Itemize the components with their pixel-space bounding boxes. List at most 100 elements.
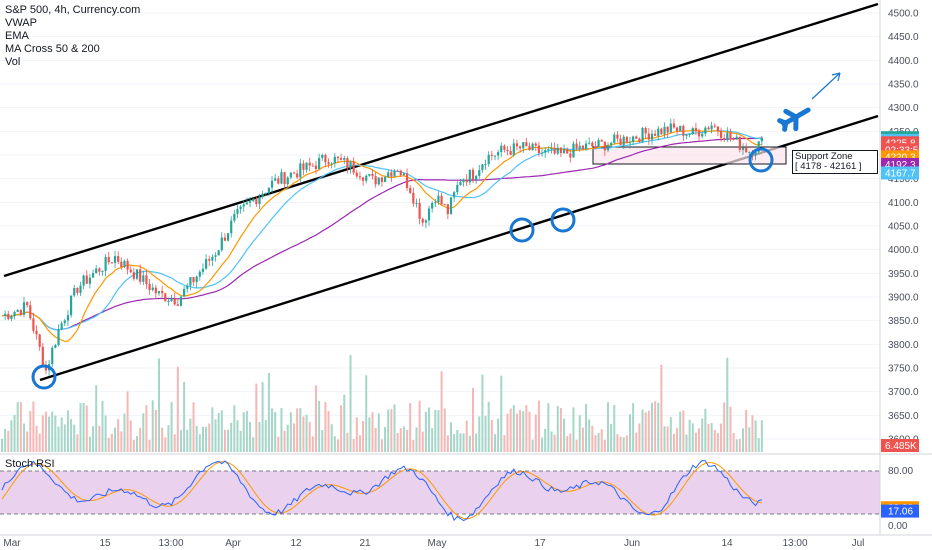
volume-bar (220, 410, 223, 452)
touch-circles[interactable] (31, 147, 774, 390)
volume-bar (478, 416, 481, 452)
price-tick-label: 3950.0 (888, 269, 919, 280)
volume-bar (167, 425, 170, 452)
candle-body (471, 169, 475, 180)
channel-upper-line (3, 2, 879, 278)
candle-body (716, 126, 720, 132)
candle-body (148, 284, 151, 291)
volume-bar (628, 414, 631, 452)
price-tick-label: 3850.0 (888, 316, 919, 327)
volume-bar (553, 434, 556, 452)
volume-bar (726, 357, 729, 452)
time-tick-label: 13:00 (158, 538, 183, 549)
candle-body (745, 147, 748, 153)
candle-body (63, 320, 66, 324)
volume-bar (610, 423, 613, 452)
candle-body (352, 161, 355, 173)
support-zone-annotation[interactable]: Support Zone [ 4178 - 42161 ] (792, 150, 878, 174)
candle-body (760, 137, 763, 142)
volume-bar (647, 410, 650, 452)
candle-body (632, 136, 635, 142)
volume-bar (164, 437, 167, 452)
candle-body (431, 202, 434, 209)
candle-body (594, 146, 597, 148)
volume-bar (531, 439, 534, 452)
volume-bar (745, 409, 748, 452)
volume-bar (729, 406, 732, 452)
candle-body (277, 178, 280, 184)
candle-body (135, 269, 139, 279)
volume-bar (720, 423, 723, 452)
candle-body (233, 213, 236, 221)
volume-bar (484, 415, 487, 452)
candle-body (437, 195, 440, 203)
volume-bar (358, 435, 361, 452)
candle-body (120, 261, 123, 268)
volume-bar (245, 410, 248, 452)
candle-body (701, 133, 704, 137)
candle-body (757, 141, 760, 152)
candle-body (113, 256, 117, 263)
volume-bar (1, 438, 3, 452)
candle-body (572, 143, 575, 158)
volume-bar (710, 423, 713, 452)
volume-bar (85, 405, 88, 452)
candle-body (123, 260, 126, 268)
candle-body (333, 156, 336, 164)
volume-bar (563, 418, 566, 452)
volume-bar (644, 412, 647, 452)
volume-bar (434, 409, 437, 452)
volume-bar (283, 430, 286, 452)
volume-bar (101, 400, 104, 452)
candle-body (688, 134, 691, 136)
volume-bar (114, 427, 117, 452)
volume-bar (443, 408, 446, 452)
volume-bar (660, 364, 663, 452)
candle-body (242, 204, 245, 207)
candle-body (723, 138, 726, 140)
volume-bar (676, 428, 679, 452)
volume-bar (233, 405, 236, 452)
candle-body (142, 275, 145, 282)
price-tick-label: 4350.0 (888, 80, 919, 91)
volume-bar (566, 436, 569, 452)
candle-body (60, 323, 63, 330)
time-axis[interactable]: Mar 15 13:00 Apr 12 21 May 17 Jun 14 13:00 Jul (0, 534, 932, 549)
volume-bar (198, 434, 201, 452)
volume-tag-label: 6.485K (885, 441, 917, 452)
candle-body (650, 133, 654, 140)
volume-bar (384, 426, 387, 452)
candle-body (562, 149, 566, 154)
candle-body (189, 277, 192, 286)
candle-body (647, 133, 650, 140)
candle-body (424, 220, 427, 223)
candle-body (427, 208, 431, 221)
candle-body (679, 125, 682, 132)
volume-bar (302, 416, 305, 452)
volume-bar (541, 437, 544, 452)
price-tick-label: 4500.0 (888, 9, 919, 20)
time-tick-label: 13:00 (782, 538, 807, 549)
volume-bar (349, 355, 352, 452)
volume-bar (7, 430, 10, 452)
candle-body (248, 201, 252, 203)
candle-body (104, 256, 107, 271)
volume-bar (591, 425, 594, 452)
candle-body (314, 165, 318, 170)
volume-bar (396, 432, 399, 452)
volume-bar (735, 439, 738, 452)
volume-bar (236, 420, 239, 452)
time-tick-label: Jul (852, 538, 865, 549)
volume-bar (104, 415, 107, 452)
volume-bar (142, 413, 145, 452)
volume-bar (352, 439, 355, 452)
candle-body (107, 256, 110, 263)
volume-bar (195, 425, 198, 452)
candle-body (16, 309, 19, 313)
forecast-arrow[interactable] (777, 72, 841, 134)
volume-bar (487, 401, 490, 452)
price-axis[interactable]: 3600.03650.03700.03750.03800.03850.03900… (879, 0, 924, 535)
volume-bar (324, 402, 327, 452)
stoch-rsi-pane: 80.000.0022.2817.06 (0, 453, 932, 532)
